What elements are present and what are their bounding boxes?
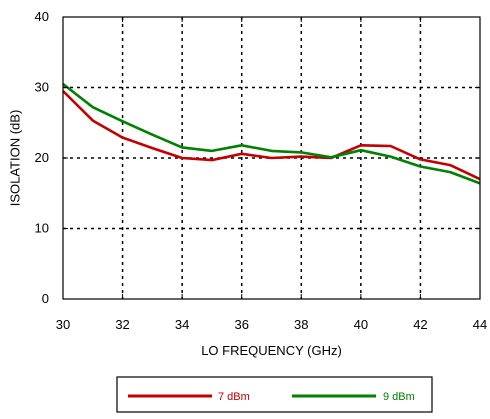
x-tick-label: 44 — [473, 317, 487, 332]
x-tick-label: 30 — [56, 317, 70, 332]
y-tick-label: 30 — [35, 80, 49, 95]
legend: 7 dBm 9 dBm — [116, 376, 433, 413]
x-tick-label: 42 — [413, 317, 427, 332]
legend-label: 9 dBm — [383, 391, 415, 403]
legend-label: 7 dBm — [218, 391, 250, 403]
x-tick-label: 34 — [175, 317, 189, 332]
x-tick-label: 38 — [294, 317, 308, 332]
x-tick-label: 36 — [234, 317, 248, 332]
y-tick-label: 10 — [35, 221, 49, 236]
y-tick-label: 20 — [35, 150, 49, 165]
y-tick-label: 40 — [35, 9, 49, 24]
y-tick-label: 0 — [42, 291, 49, 306]
series-line — [62, 82, 481, 185]
data-series — [62, 82, 481, 185]
series-line — [62, 90, 481, 181]
x-axis-title: LO FREQUENCY (GHz) — [201, 343, 342, 358]
y-axis-title: ISOLATION (dB) — [7, 110, 22, 207]
axis-ticks: 30 32 34 36 38 40 42 44 0 10 20 30 40 — [35, 9, 488, 332]
x-tick-label: 32 — [115, 317, 129, 332]
x-tick-label: 40 — [354, 317, 368, 332]
